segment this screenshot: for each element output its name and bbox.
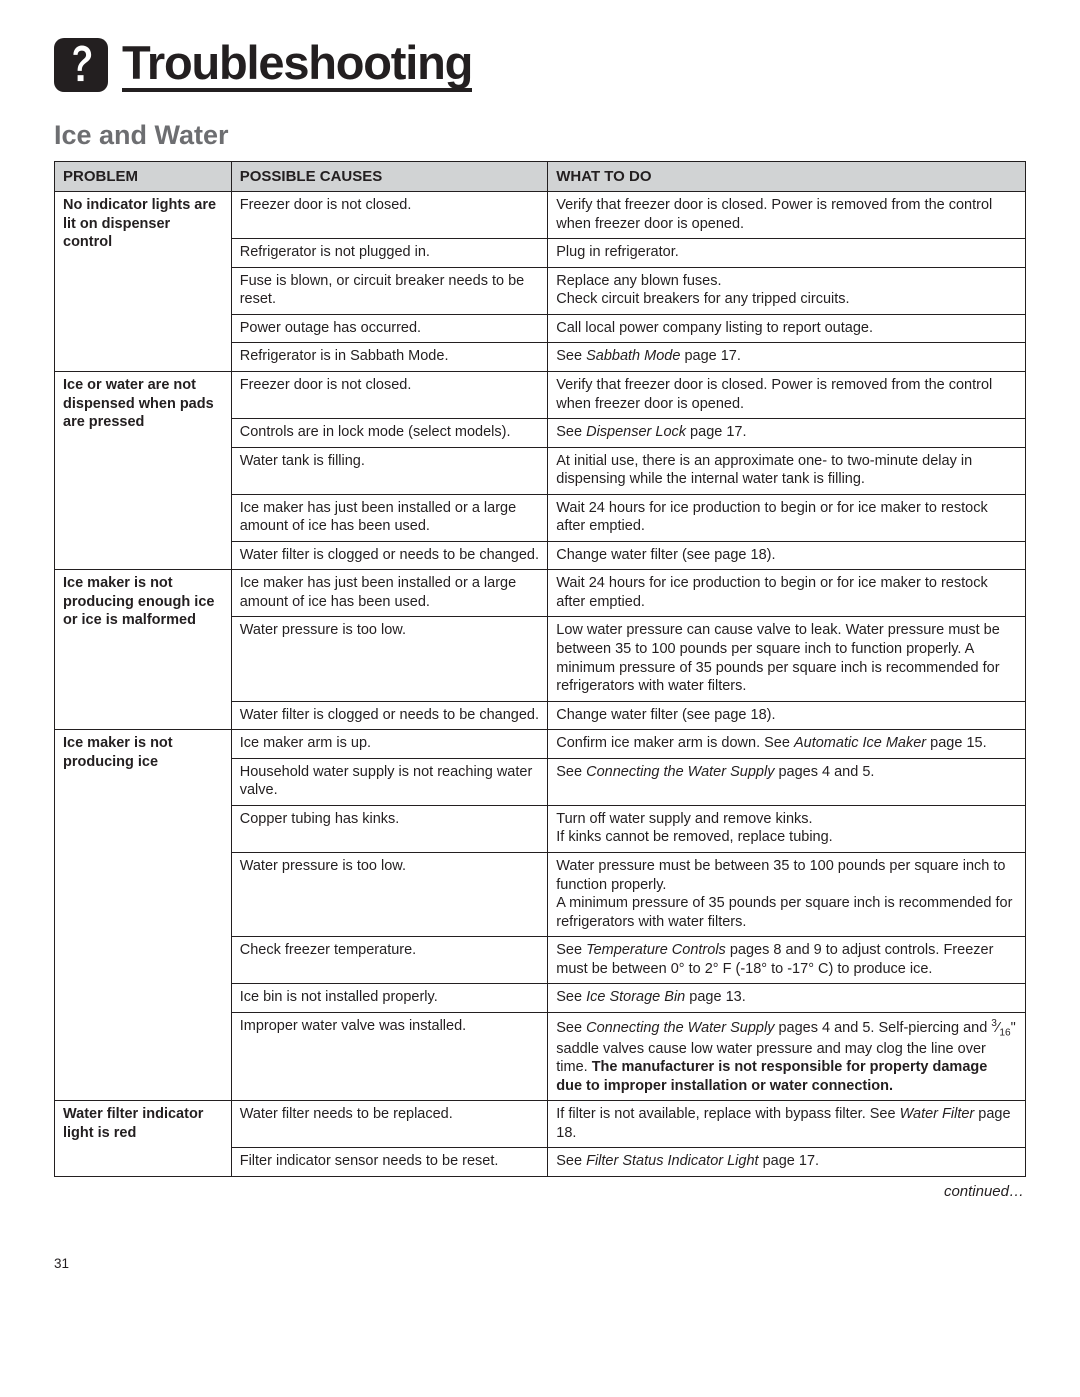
table-header-row: PROBLEM POSSIBLE CAUSES WHAT TO DO [55,162,1026,192]
cause-cell: Freezer door is not closed. [231,192,548,239]
col-header-causes: POSSIBLE CAUSES [231,162,548,192]
cause-cell: Filter indicator sensor needs to be rese… [231,1148,548,1177]
cause-cell: Controls are in lock mode (select models… [231,419,548,448]
fix-cell: Low water pressure can cause valve to le… [548,617,1026,701]
cause-cell: Freezer door is not closed. [231,372,548,419]
problem-cell: No indicator lights are lit on dispenser… [55,192,232,372]
cause-cell: Fuse is blown, or circuit breaker needs … [231,267,548,314]
table-row: Water filter indicator light is redWater… [55,1101,1026,1148]
fix-cell: See Dispenser Lock page 17. [548,419,1026,448]
section-title: Ice and Water [54,120,1026,151]
fix-cell: See Temperature Controls pages 8 and 9 t… [548,937,1026,984]
fix-cell: Turn off water supply and remove kinks.I… [548,805,1026,852]
fix-cell: Replace any blown fuses.Check circuit br… [548,267,1026,314]
fix-cell: Change water filter (see page 18). [548,541,1026,570]
question-mark-icon [54,38,108,92]
cause-cell: Ice maker arm is up. [231,730,548,759]
fix-cell: Verify that freezer door is closed. Powe… [548,372,1026,419]
fix-cell: If filter is not available, replace with… [548,1101,1026,1148]
fix-cell: Call local power company listing to repo… [548,314,1026,343]
problem-cell: Water filter indicator light is red [55,1101,232,1177]
problem-cell: Ice maker is not producing ice [55,730,232,1101]
cause-cell: Power outage has occurred. [231,314,548,343]
cause-cell: Check freezer temperature. [231,937,548,984]
table-row: No indicator lights are lit on dispenser… [55,192,1026,239]
cause-cell: Refrigerator is in Sabbath Mode. [231,343,548,372]
col-header-fix: WHAT TO DO [548,162,1026,192]
cause-cell: Water filter is clogged or needs to be c… [231,701,548,730]
fix-cell: See Connecting the Water Supply pages 4 … [548,1012,1026,1100]
table-row: Ice maker is not producing enough ice or… [55,570,1026,617]
cause-cell: Water filter is clogged or needs to be c… [231,541,548,570]
fix-cell: See Sabbath Mode page 17. [548,343,1026,372]
cause-cell: Ice bin is not installed properly. [231,984,548,1013]
cause-cell: Water tank is filling. [231,447,548,494]
cause-cell: Water filter needs to be replaced. [231,1101,548,1148]
problem-cell: Ice maker is not producing enough ice or… [55,570,232,730]
cause-cell: Refrigerator is not plugged in. [231,239,548,268]
continued-label: continued… [54,1183,1026,1200]
cause-cell: Copper tubing has kinks. [231,805,548,852]
col-header-problem: PROBLEM [55,162,232,192]
fix-cell: Change water filter (see page 18). [548,701,1026,730]
cause-cell: Ice maker has just been installed or a l… [231,494,548,541]
fix-cell: Confirm ice maker arm is down. See Autom… [548,730,1026,759]
cause-cell: Household water supply is not reaching w… [231,758,548,805]
fix-cell: See Filter Status Indicator Light page 1… [548,1148,1026,1177]
table-row: Ice or water are not dispensed when pads… [55,372,1026,419]
fix-cell: See Connecting the Water Supply pages 4 … [548,758,1026,805]
page-header: Troubleshooting [54,38,1026,92]
fix-cell: Plug in refrigerator. [548,239,1026,268]
main-title: Troubleshooting [122,38,472,91]
troubleshooting-table: PROBLEM POSSIBLE CAUSES WHAT TO DO No in… [54,161,1026,1177]
fix-cell: Wait 24 hours for ice production to begi… [548,570,1026,617]
cause-cell: Improper water valve was installed. [231,1012,548,1100]
problem-cell: Ice or water are not dispensed when pads… [55,372,232,570]
cause-cell: Water pressure is too low. [231,617,548,701]
cause-cell: Water pressure is too low. [231,852,548,936]
cause-cell: Ice maker has just been installed or a l… [231,570,548,617]
fix-cell: Wait 24 hours for ice production to begi… [548,494,1026,541]
fix-cell: At initial use, there is an approximate … [548,447,1026,494]
fix-cell: See Ice Storage Bin page 13. [548,984,1026,1013]
fix-cell: Verify that freezer door is closed. Powe… [548,192,1026,239]
page-number: 31 [54,1256,1026,1271]
fix-cell: Water pressure must be between 35 to 100… [548,852,1026,936]
page: Troubleshooting Ice and Water PROBLEM PO… [54,38,1026,1271]
table-row: Ice maker is not producing iceIce maker … [55,730,1026,759]
